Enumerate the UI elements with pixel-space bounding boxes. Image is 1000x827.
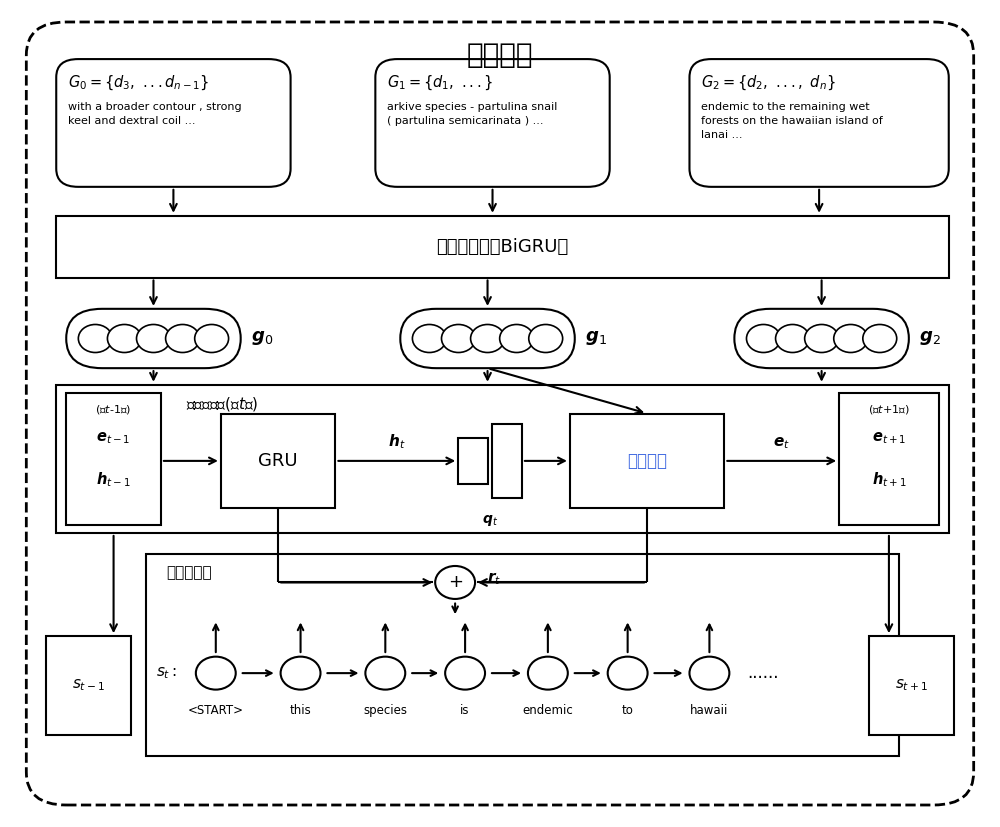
Circle shape bbox=[441, 324, 475, 352]
FancyBboxPatch shape bbox=[56, 59, 291, 187]
Text: (第$t$-1句): (第$t$-1句) bbox=[95, 403, 132, 416]
Text: to: to bbox=[622, 705, 634, 718]
FancyBboxPatch shape bbox=[734, 308, 909, 368]
Text: $\boldsymbol{e}_{t+1}$: $\boldsymbol{e}_{t+1}$ bbox=[872, 430, 906, 446]
Bar bbox=[56, 385, 949, 533]
Circle shape bbox=[435, 566, 475, 599]
FancyBboxPatch shape bbox=[689, 59, 949, 187]
Text: with a broader contour , strong
keel and dextral coil ...: with a broader contour , strong keel and… bbox=[68, 102, 242, 126]
Text: $\boldsymbol{g}_0$: $\boldsymbol{g}_0$ bbox=[251, 329, 273, 347]
Circle shape bbox=[107, 324, 141, 352]
Text: 主题预测器(第$t$句): 主题预测器(第$t$句) bbox=[186, 394, 258, 413]
Text: (第$t$+1句): (第$t$+1句) bbox=[868, 403, 910, 416]
Circle shape bbox=[412, 324, 446, 352]
Text: $\boldsymbol{h}_{t+1}$: $\boldsymbol{h}_{t+1}$ bbox=[872, 470, 906, 489]
Text: <START>: <START> bbox=[188, 705, 244, 718]
Text: $\boldsymbol{e}_{t-1}$: $\boldsymbol{e}_{t-1}$ bbox=[96, 430, 131, 446]
Circle shape bbox=[195, 324, 229, 352]
Circle shape bbox=[528, 657, 568, 690]
Text: 摘要生成: 摘要生成 bbox=[467, 41, 533, 69]
Text: this: this bbox=[290, 705, 311, 718]
Bar bbox=[492, 423, 522, 498]
Text: hawaii: hawaii bbox=[690, 705, 729, 718]
Text: $+$: $+$ bbox=[448, 573, 463, 591]
Bar bbox=[570, 414, 724, 509]
Text: species: species bbox=[363, 705, 407, 718]
Bar bbox=[46, 636, 131, 735]
Circle shape bbox=[834, 324, 868, 352]
Bar bbox=[839, 393, 939, 525]
Circle shape bbox=[529, 324, 563, 352]
Bar bbox=[146, 553, 899, 756]
Circle shape bbox=[471, 324, 504, 352]
Bar bbox=[458, 438, 488, 484]
Text: $s_t :$: $s_t :$ bbox=[156, 665, 177, 681]
Bar bbox=[869, 636, 954, 735]
FancyBboxPatch shape bbox=[66, 308, 241, 368]
Text: $\boldsymbol{h}_t$: $\boldsymbol{h}_t$ bbox=[388, 433, 406, 451]
Text: arkive species - partulina snail
( partulina semicarinata ) ...: arkive species - partulina snail ( partu… bbox=[387, 102, 558, 126]
Circle shape bbox=[805, 324, 839, 352]
Bar bbox=[221, 414, 335, 509]
Text: $s_{t-1}$: $s_{t-1}$ bbox=[72, 677, 105, 693]
Text: endemic: endemic bbox=[522, 705, 573, 718]
FancyBboxPatch shape bbox=[400, 308, 575, 368]
Text: $\boldsymbol{g}_2$: $\boldsymbol{g}_2$ bbox=[919, 329, 941, 347]
Text: GRU: GRU bbox=[258, 452, 298, 470]
Text: is: is bbox=[460, 705, 470, 718]
Text: $\boldsymbol{h}_{t-1}$: $\boldsymbol{h}_{t-1}$ bbox=[96, 470, 131, 489]
Text: $\boldsymbol{r}_t$: $\boldsymbol{r}_t$ bbox=[487, 570, 501, 586]
Circle shape bbox=[196, 657, 236, 690]
Circle shape bbox=[166, 324, 200, 352]
Circle shape bbox=[445, 657, 485, 690]
Bar bbox=[66, 393, 161, 525]
Circle shape bbox=[78, 324, 112, 352]
Circle shape bbox=[500, 324, 534, 352]
Circle shape bbox=[776, 324, 809, 352]
Circle shape bbox=[365, 657, 405, 690]
FancyBboxPatch shape bbox=[375, 59, 610, 187]
Circle shape bbox=[137, 324, 170, 352]
Text: $G_1 = \{d_1,\ ...\}$: $G_1 = \{d_1,\ ...\}$ bbox=[387, 74, 493, 93]
Text: 句子生成器: 句子生成器 bbox=[166, 565, 212, 581]
Text: $s_{t+1}$: $s_{t+1}$ bbox=[895, 677, 928, 693]
Circle shape bbox=[746, 324, 780, 352]
Circle shape bbox=[863, 324, 897, 352]
Text: endemic to the remaining wet
forests on the hawaiian island of
lanai ...: endemic to the remaining wet forests on … bbox=[701, 102, 883, 140]
Circle shape bbox=[281, 657, 320, 690]
Text: ......: ...... bbox=[747, 664, 779, 682]
Text: $\boldsymbol{g}_1$: $\boldsymbol{g}_1$ bbox=[585, 329, 607, 347]
Text: $G_2 = \{d_2,\ ...,\ d_n\}$: $G_2 = \{d_2,\ ...,\ d_n\}$ bbox=[701, 74, 836, 93]
Circle shape bbox=[689, 657, 729, 690]
Text: $\boldsymbol{q}_t$: $\boldsymbol{q}_t$ bbox=[482, 513, 498, 528]
Text: 加权求和: 加权求和 bbox=[627, 452, 667, 470]
FancyBboxPatch shape bbox=[26, 22, 974, 805]
Text: 主题编码器（BiGRU）: 主题编码器（BiGRU） bbox=[436, 237, 569, 256]
Bar bbox=[56, 216, 949, 278]
Text: $\boldsymbol{e}_t$: $\boldsymbol{e}_t$ bbox=[773, 435, 790, 451]
Text: $G_0 = \{d_3,\ ...d_{n-1}\}$: $G_0 = \{d_3,\ ...d_{n-1}\}$ bbox=[68, 74, 210, 93]
Circle shape bbox=[608, 657, 648, 690]
